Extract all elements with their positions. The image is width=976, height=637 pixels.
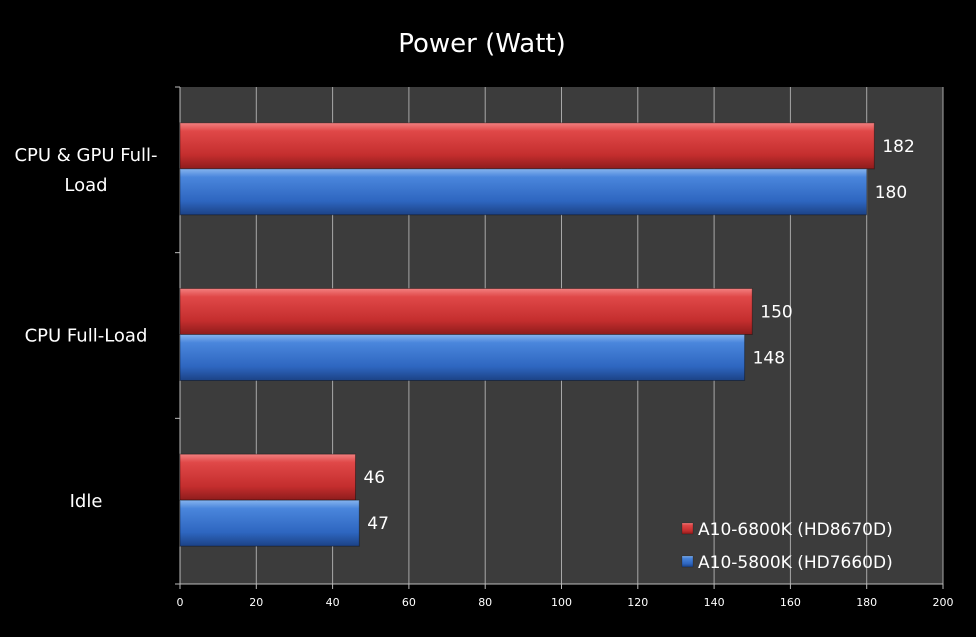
legend-swatch bbox=[681, 555, 694, 568]
x-tick-label: 120 bbox=[627, 596, 648, 609]
x-tick-label: 140 bbox=[704, 596, 725, 609]
x-tick-label: 40 bbox=[326, 596, 340, 609]
data-label: 182 bbox=[882, 137, 914, 157]
bar bbox=[179, 288, 753, 335]
bars bbox=[179, 122, 875, 547]
category-labels: CPU & GPU Full-Load CPU Full-Load Idle bbox=[14, 145, 157, 512]
data-label: 46 bbox=[363, 468, 385, 488]
legend-label: A10-6800K (HD8670D) bbox=[698, 520, 893, 540]
data-labels: 182 180 150 148 46 47 bbox=[363, 137, 914, 534]
data-label: 47 bbox=[367, 514, 389, 534]
category-label: CPU & GPU Full-Load bbox=[14, 145, 157, 196]
data-label: 148 bbox=[753, 349, 785, 369]
bar bbox=[179, 334, 746, 381]
x-tick-label: 0 bbox=[177, 596, 184, 609]
data-label: 150 bbox=[760, 303, 792, 323]
category-label: Idle bbox=[70, 491, 103, 512]
x-tick-label: 20 bbox=[249, 596, 263, 609]
legend-swatch bbox=[681, 522, 694, 535]
x-tick-label: 200 bbox=[933, 596, 954, 609]
x-tick-label: 160 bbox=[780, 596, 801, 609]
x-tick-label: 100 bbox=[551, 596, 572, 609]
x-tick-labels: 0 20 40 60 80 100 120 140 160 180 200 bbox=[177, 596, 954, 609]
bar bbox=[179, 122, 875, 170]
bar bbox=[179, 453, 356, 501]
x-tick-label: 180 bbox=[856, 596, 877, 609]
bar bbox=[179, 499, 360, 547]
legend: A10-6800K (HD8670D) A10-5800K (HD7660D) bbox=[681, 520, 893, 573]
x-tick-label: 80 bbox=[478, 596, 492, 609]
category-label: CPU Full-Load bbox=[25, 326, 148, 347]
x-tick-label: 60 bbox=[402, 596, 416, 609]
chart-title: Power (Watt) bbox=[398, 29, 566, 59]
legend-label: A10-5800K (HD7660D) bbox=[698, 553, 893, 573]
bar bbox=[179, 168, 868, 216]
data-label: 180 bbox=[875, 183, 907, 203]
